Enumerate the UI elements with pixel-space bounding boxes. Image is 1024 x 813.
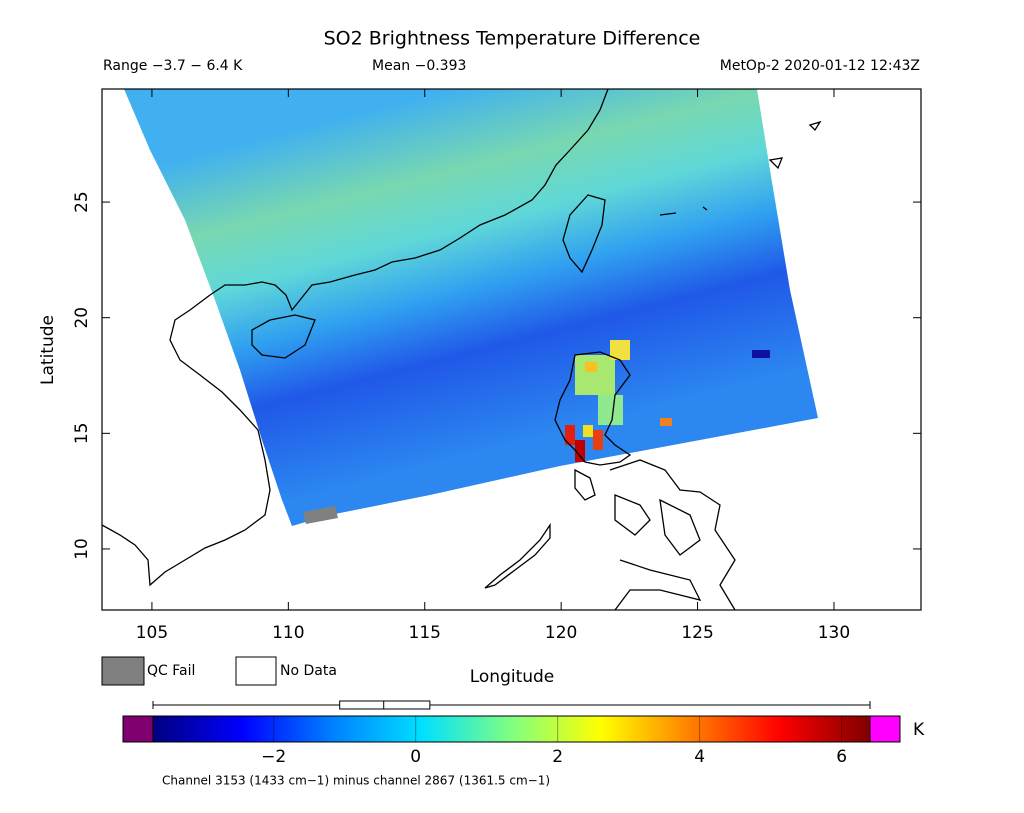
palawan <box>484 522 551 589</box>
colorbar-tick-label: 0 <box>410 747 421 767</box>
legend-label: No Data <box>280 663 337 679</box>
x-tick-label: 105 <box>136 623 168 643</box>
x-tick-label: 110 <box>272 623 304 643</box>
title: SO2 Brightness Temperature Difference <box>324 28 701 50</box>
footnote: Channel 3153 (1433 cm−1) minus channel 2… <box>162 774 550 788</box>
y-tick-label: 25 <box>72 191 92 213</box>
x-tick-label: 130 <box>818 623 850 643</box>
legend-swatch <box>235 656 277 686</box>
colorbar-tick-label: 6 <box>836 747 847 767</box>
y-tick-label: 10 <box>72 538 92 560</box>
qc-fail-cells <box>303 506 338 524</box>
so2-hotspot <box>565 340 770 462</box>
x-tick-label: 115 <box>409 623 441 643</box>
luzon <box>554 351 632 466</box>
legend-label: QC Fail <box>147 663 195 679</box>
vietnam-coast <box>101 294 271 587</box>
legend: QC Fail No Data <box>101 656 337 686</box>
colorbar-tick-label: 2 <box>552 747 563 767</box>
mean-label: Mean −0.393 <box>372 58 466 74</box>
colorbar-tick-label: 4 <box>694 747 705 767</box>
china-coast <box>209 88 609 312</box>
x-tick-label: 120 <box>545 623 577 643</box>
colorbar-unit: K <box>913 720 925 740</box>
satellite-time: MetOp-2 2020-01-12 12:43Z <box>720 58 920 74</box>
x-tick-label: 125 <box>681 623 713 643</box>
box <box>339 700 431 710</box>
y-tick-label: 20 <box>72 307 92 329</box>
hainan <box>251 314 316 359</box>
map-frame <box>101 88 922 611</box>
taiwan <box>562 194 606 274</box>
range-label: Range −3.7 − 6.4 K <box>103 58 243 74</box>
colorbar-over <box>869 715 901 743</box>
colorbar <box>152 715 871 743</box>
mindoro <box>574 468 596 501</box>
islands-east <box>659 120 822 216</box>
legend-swatch <box>101 656 145 686</box>
swath <box>124 89 818 526</box>
x-axis-label: Longitude <box>470 667 555 687</box>
y-axis-label: Latitude <box>38 315 58 385</box>
colorbar-tick-label: −2 <box>261 747 286 767</box>
y-tick-label: 15 <box>72 423 92 445</box>
colorbar-under <box>122 715 154 743</box>
map <box>101 88 822 611</box>
visayas-mindanao <box>609 459 736 611</box>
